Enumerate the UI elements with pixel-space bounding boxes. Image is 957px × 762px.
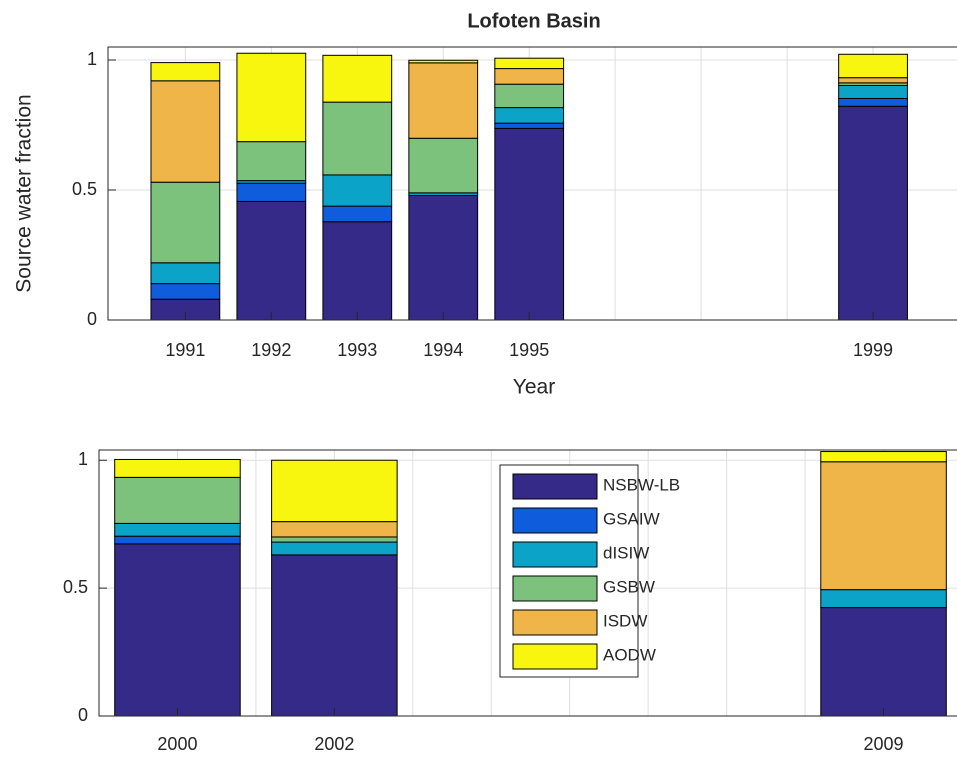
y-axis-label: Source water fraction (13, 94, 36, 292)
bar-segment (322, 174, 393, 207)
x-axis-label: Year (513, 376, 555, 399)
bar-segment (820, 461, 947, 591)
bar-segment (820, 451, 947, 463)
bar-segment (494, 107, 565, 124)
axes-box (107, 46, 957, 321)
bar-segment (114, 458, 241, 478)
bar-segment (150, 262, 221, 285)
legend-swatch (512, 473, 598, 500)
bar-segment (838, 97, 908, 107)
y-tick-label: 0 (78, 705, 88, 725)
legend-label: GSAIW (603, 509, 660, 528)
bar-segment (322, 205, 393, 223)
bar-segment (236, 200, 307, 321)
bar-segment (322, 101, 393, 176)
bar-segment (494, 57, 565, 70)
bar-segment (114, 535, 241, 545)
bar-segment (820, 589, 947, 609)
bar-segment (271, 521, 398, 538)
bar-segment (322, 54, 393, 103)
x-tick-label: 2009 (864, 734, 904, 754)
legend-swatch (512, 541, 598, 568)
bar-segment (271, 459, 398, 523)
bar-segment (236, 141, 307, 182)
legend: NSBW-LB GSAIW dISIW GSBW ISDW AODW (499, 464, 680, 678)
subplot: 0 0.5 1 2000 2002 2009 NSBW-LB GSAIW dISIW GSBW IS… (63, 449, 957, 754)
x-tick-label: 1992 (251, 340, 291, 360)
legend-swatch (512, 507, 598, 534)
bar-segment (150, 80, 221, 183)
y-tick-label: 1 (78, 449, 88, 469)
y-tick-label: 1 (87, 49, 97, 69)
x-tick-label: 1991 (165, 340, 205, 360)
legend-swatch (512, 609, 598, 636)
bar-segment (408, 194, 479, 321)
bar-segment (236, 182, 307, 202)
legend-box (499, 464, 639, 678)
bar-segment (150, 181, 221, 264)
bar-segment (271, 541, 398, 556)
bar-segment (114, 476, 241, 524)
x-tick-label: 2002 (314, 734, 354, 754)
bar-segment (838, 77, 908, 84)
x-tick-label: 1999 (853, 340, 893, 360)
bar-segment (838, 53, 908, 79)
legend-swatch (512, 575, 598, 602)
bar-segment (408, 62, 479, 139)
x-tick-label: 2000 (157, 734, 197, 754)
y-tick-label: 0 (87, 309, 97, 329)
bar-segment (322, 221, 393, 321)
bar-segment (150, 62, 221, 82)
x-tick-label: 1993 (337, 340, 377, 360)
bar-segment (494, 68, 565, 85)
legend-label: NSBW-LB (603, 475, 680, 494)
bar-segment (236, 52, 307, 143)
bar-segment (114, 522, 241, 537)
bar-segment (408, 137, 479, 194)
y-tick-label: 0.5 (72, 179, 97, 199)
bar-segment (494, 127, 565, 321)
bar-segment (494, 122, 565, 129)
bar-segment (271, 536, 398, 543)
bar-segment (838, 84, 908, 99)
legend-label: ISDW (603, 611, 647, 630)
bar-segment (494, 83, 565, 109)
legend-swatch (512, 643, 598, 670)
x-tick-label: 1994 (423, 340, 463, 360)
bar-segment (838, 105, 908, 321)
legend-label: dISIW (603, 543, 649, 562)
bar-segment (114, 543, 241, 717)
legend-label: AODW (603, 645, 656, 664)
bar-segment (408, 59, 479, 64)
bar-segment (150, 283, 221, 300)
bar-segment (271, 554, 398, 717)
subplot: 0 0.5 1 1991 1992 1993 1994 1995 1999 Lofoten Bas… (13, 10, 957, 399)
axes-box (98, 449, 957, 717)
x-tick-label: 1995 (509, 340, 549, 360)
chart-title: Lofoten Basin (467, 10, 600, 32)
bar-segment (820, 607, 947, 717)
y-tick-label: 0.5 (63, 577, 88, 597)
legend-label: GSBW (603, 577, 655, 596)
